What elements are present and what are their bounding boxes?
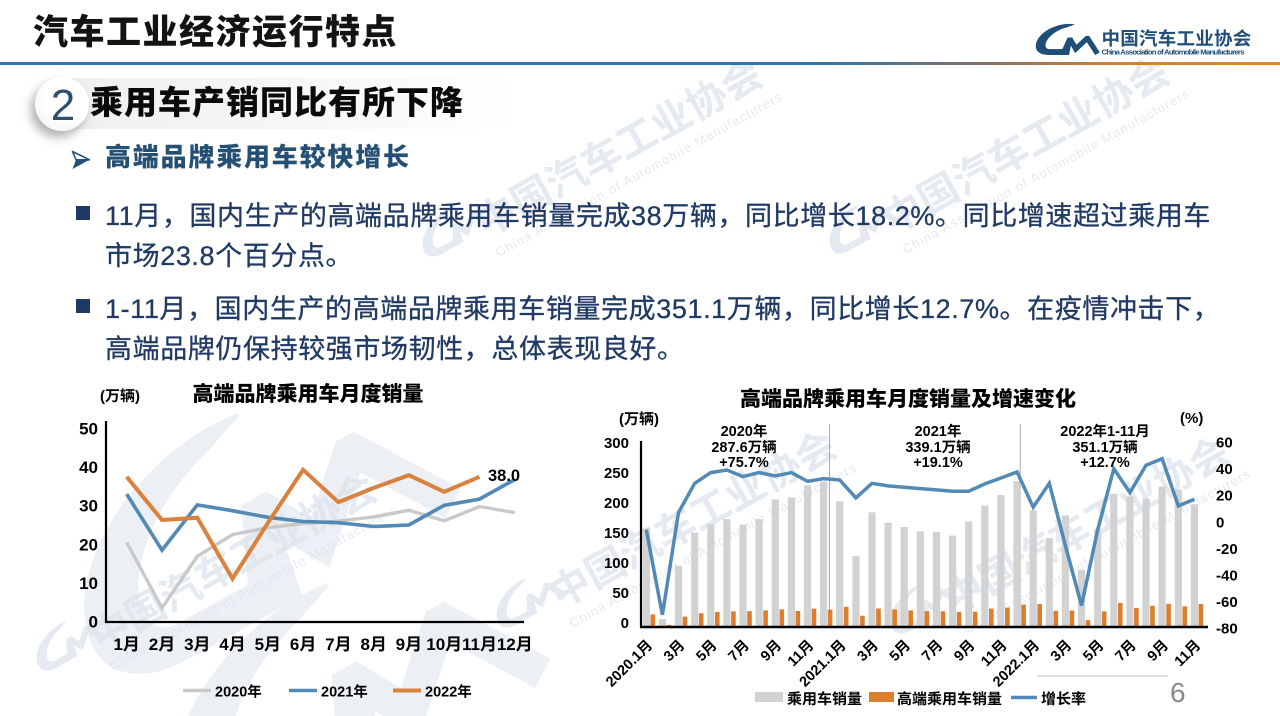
svg-text:351.1万辆: 351.1万辆 [1072,436,1137,457]
svg-text:+75.7%: +75.7% [719,451,769,472]
svg-text:3月: 3月 [1045,635,1076,666]
svg-text:20: 20 [1216,485,1233,506]
svg-text:(万辆): (万辆) [100,385,140,406]
svg-text:2月: 2月 [149,630,175,655]
svg-text:(%): (%) [1180,407,1203,428]
svg-text:9月: 9月 [948,635,979,666]
svg-text:3月: 3月 [184,630,210,655]
svg-text:2020.1月: 2020.1月 [600,635,656,691]
svg-text:-40: -40 [1216,564,1238,585]
svg-text:-20: -20 [1216,538,1238,559]
svg-text:高端乘用车销量: 高端乘用车销量 [897,688,1002,709]
svg-text:8月: 8月 [360,630,386,655]
svg-text:60: 60 [1216,432,1233,453]
svg-text:10月: 10月 [426,630,462,655]
svg-text:250: 250 [604,462,629,483]
svg-text:中国汽车工业协会: 中国汽车工业协会 [1102,25,1252,51]
svg-text:11月: 11月 [1169,635,1205,671]
svg-text:20: 20 [79,530,98,555]
svg-text:150: 150 [604,522,629,543]
svg-text:6月: 6月 [290,630,316,655]
svg-text:2022年1-11月: 2022年1-11月 [1060,420,1149,441]
svg-text:2021年: 2021年 [915,420,962,441]
svg-text:5月: 5月 [691,635,722,666]
svg-text:50: 50 [612,582,629,603]
svg-text:2020年: 2020年 [721,420,768,441]
svg-text:30: 30 [79,492,98,517]
svg-text:10: 10 [79,569,98,594]
svg-text:(万辆): (万辆) [619,408,659,429]
svg-text:40: 40 [79,453,98,478]
svg-text:287.6万辆: 287.6万辆 [711,436,776,457]
svg-text:2021年: 2021年 [321,681,368,702]
svg-text:2020年: 2020年 [215,681,262,702]
svg-text:38.0: 38.0 [488,462,520,486]
svg-text:5月: 5月 [1077,635,1108,666]
svg-text:1月: 1月 [113,630,139,655]
svg-text:9月: 9月 [755,635,786,666]
svg-text:-80: -80 [1216,618,1238,639]
svg-text:5月: 5月 [884,635,915,666]
svg-text:0: 0 [1216,511,1224,532]
svg-text:+19.1%: +19.1% [913,451,963,472]
svg-text:0: 0 [89,608,98,633]
svg-text:40: 40 [1216,458,1233,479]
svg-text:9月: 9月 [1142,635,1173,666]
svg-text:China Association of Automobil: China Association of Automobile Manufact… [1102,48,1245,57]
svg-text:339.1万辆: 339.1万辆 [905,436,970,457]
svg-text:100: 100 [604,552,629,573]
svg-text:3月: 3月 [658,635,689,666]
svg-text:7月: 7月 [325,630,351,655]
svg-text:300: 300 [604,432,629,453]
svg-text:+12.7%: +12.7% [1080,451,1130,472]
svg-text:5月: 5月 [255,630,281,655]
svg-text:11月: 11月 [462,630,497,655]
svg-text:增长率: 增长率 [1041,688,1086,709]
svg-text:4月: 4月 [219,630,245,655]
svg-text:50: 50 [79,415,98,440]
svg-text:乘用车销量: 乘用车销量 [787,688,862,709]
svg-text:200: 200 [604,492,629,513]
svg-text:高端品牌乘用车月度销量及增速变化: 高端品牌乘用车月度销量及增速变化 [740,383,1076,413]
svg-text:7月: 7月 [1110,635,1141,666]
svg-text:9月: 9月 [396,630,422,655]
svg-text:7月: 7月 [723,635,754,666]
svg-text:12月: 12月 [497,630,533,655]
svg-text:2022年: 2022年 [425,681,472,702]
svg-text:0: 0 [621,612,629,633]
svg-text:高端品牌乘用车月度销量: 高端品牌乘用车月度销量 [193,378,424,408]
svg-text:7月: 7月 [916,635,947,666]
svg-text:3月: 3月 [852,635,883,666]
svg-text:-60: -60 [1216,591,1238,612]
